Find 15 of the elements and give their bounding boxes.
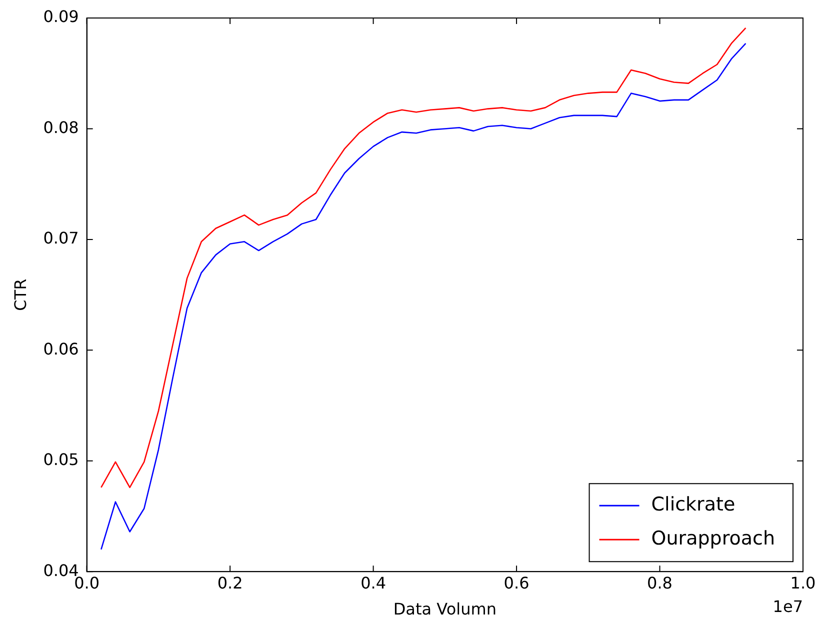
y-tick-label: 0.08 xyxy=(43,118,79,137)
x-tick-label: 0.8 xyxy=(647,573,672,592)
y-tick-label: 0.05 xyxy=(43,450,79,470)
x-tick-label: 1.0 xyxy=(790,573,816,592)
x-tick-label: 0.2 xyxy=(217,573,243,592)
y-tick-label: 0.09 xyxy=(43,7,79,26)
x-axis-title: Data Volumn xyxy=(393,600,496,619)
x-tick-label: 0.4 xyxy=(360,573,386,592)
legend-label: Clickrate xyxy=(651,494,736,516)
y-axis-title: CTR xyxy=(10,278,30,311)
legend-label: Ourapproach xyxy=(651,528,776,550)
text: 1e7 xyxy=(772,596,803,616)
x-tick-label: 0.6 xyxy=(504,573,530,592)
y-tick-label: 0.07 xyxy=(43,228,79,248)
y-tick-label: 0.06 xyxy=(43,339,79,358)
